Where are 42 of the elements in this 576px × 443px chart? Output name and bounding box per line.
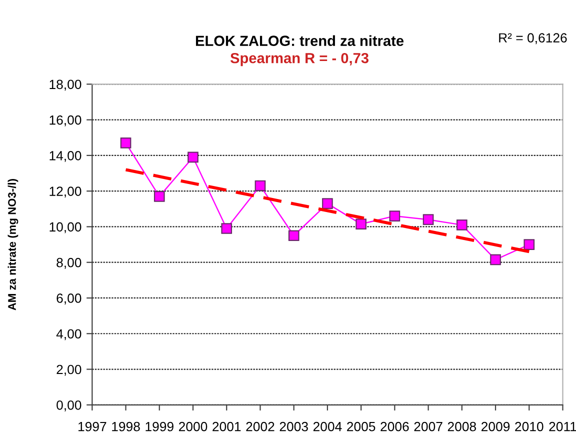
y-tick-label: 6,00 <box>56 294 82 304</box>
y-tick-label: 10,00 <box>50 222 82 234</box>
x-tick-label: 2003 <box>280 422 308 432</box>
x-tick-label: 2009 <box>482 422 510 432</box>
point <box>490 254 501 266</box>
point <box>322 198 333 209</box>
y-axis-title: AM za nitrate (mg NO3-/l) <box>8 179 18 310</box>
x-tick-label: 2010 <box>515 422 544 432</box>
x-tick-label: 1999 <box>146 422 174 432</box>
x-tick-label: 2001 <box>212 422 241 432</box>
point <box>389 210 400 222</box>
x-tick-label: 2000 <box>178 422 208 432</box>
point <box>120 138 132 148</box>
text: R² = 0,6126 <box>499 33 567 44</box>
chart-title: ELOK ZALOG: trend za nitrate <box>196 35 404 46</box>
x-tick-label: 2011 <box>549 422 576 432</box>
y-tick-label: 16,00 <box>50 115 82 126</box>
point <box>288 230 300 242</box>
y-tick-label: 0,00 <box>56 400 82 412</box>
chart-subtitle: Spearman R = - 0,73 <box>230 52 368 66</box>
point <box>188 152 198 163</box>
point <box>456 220 468 230</box>
y-tick-label: 12,00 <box>50 186 82 198</box>
point <box>221 223 232 234</box>
point <box>422 214 434 226</box>
x-tick-label: 2006 <box>380 422 409 432</box>
x-tick-label: 2002 <box>246 422 274 432</box>
point <box>254 180 266 192</box>
x-tick-label: 2005 <box>347 422 376 432</box>
x-tick-label: 2008 <box>448 422 476 432</box>
y-tick-label: 8,00 <box>56 258 82 269</box>
x-tick-label: 2007 <box>414 422 442 432</box>
x-tick-label: 2004 <box>313 422 342 432</box>
y-tick-label: 18,00 <box>50 80 82 91</box>
y-tick-label: 2,00 <box>56 364 82 376</box>
point <box>356 218 366 230</box>
point <box>524 239 535 250</box>
y-tick-label: 4,00 <box>56 329 82 340</box>
y-tick-label: 14,00 <box>50 151 82 162</box>
x-tick-label: 1997 <box>78 422 106 432</box>
x-tick-label: 1998 <box>112 422 140 432</box>
point <box>154 191 165 202</box>
